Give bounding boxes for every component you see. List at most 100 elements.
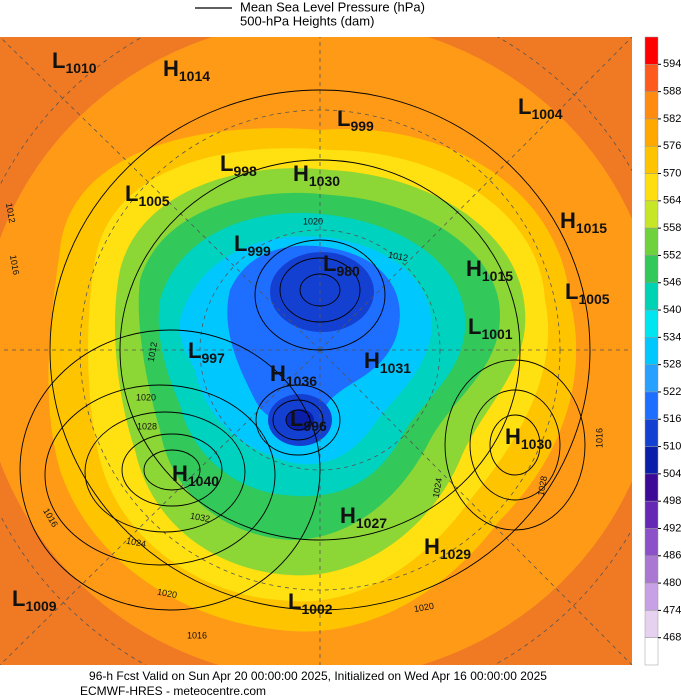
pressure-center: L1009 xyxy=(12,586,57,614)
center-value: 999 xyxy=(247,243,271,259)
center-type: L xyxy=(290,406,303,431)
footer-text: ECMWF-HRES - meteocentre.com xyxy=(80,684,266,698)
colorbar-label: 516 xyxy=(663,413,681,425)
colorbar-box xyxy=(644,91,659,120)
colorbar-label: 552 xyxy=(663,249,681,261)
colorbar-label: 540 xyxy=(663,304,681,316)
center-type: L xyxy=(12,586,25,611)
colorbar-box xyxy=(644,473,659,502)
colorbar-box xyxy=(644,419,659,447)
colorbar-label: 522 xyxy=(663,386,681,398)
colorbar-box xyxy=(644,446,659,475)
center-value: 1010 xyxy=(65,60,96,76)
center-value: 1015 xyxy=(482,268,513,284)
pressure-center: L1001 xyxy=(468,314,513,342)
center-type: L xyxy=(125,181,138,206)
center-type: L xyxy=(337,106,350,131)
colorbar: 594 588 582 576 570 564 558 552 546 540 534 528 522 5… xyxy=(644,36,681,666)
colorbar-box xyxy=(644,364,659,393)
center-value: 1036 xyxy=(286,373,317,389)
colorbar-box xyxy=(644,610,659,638)
contour-label: 1016 xyxy=(187,630,207,640)
colorbar-label: 480 xyxy=(663,577,681,589)
colorbar-label: 558 xyxy=(663,222,681,234)
pressure-center: H1030 xyxy=(505,424,552,452)
center-value: 1005 xyxy=(578,291,609,307)
colorbar-box xyxy=(644,255,659,283)
contour-label: 1032 xyxy=(189,511,210,524)
colorbar-box xyxy=(644,582,659,611)
colorbar-box xyxy=(644,528,659,557)
colorbar-label: 534 xyxy=(663,331,681,343)
colorbar-box xyxy=(644,555,659,584)
colorbar-box xyxy=(644,637,659,666)
colorbar-label: 582 xyxy=(663,113,681,125)
pressure-center: L1002 xyxy=(288,589,333,617)
center-type: L xyxy=(518,94,531,119)
pressure-center: H1027 xyxy=(340,503,387,531)
center-type: H xyxy=(172,461,188,486)
colorbar-label: 498 xyxy=(663,495,681,507)
center-type: H xyxy=(293,161,309,186)
legend-label: Mean Sea Level Pressure (hPa) xyxy=(240,0,425,14)
center-type: L xyxy=(323,251,336,276)
colorbar-label: 564 xyxy=(663,195,681,207)
contour-label: 1016 xyxy=(594,428,604,448)
center-value: 1030 xyxy=(521,436,552,452)
center-type: L xyxy=(52,48,65,73)
center-type: H xyxy=(424,534,440,559)
colorbar-label: 510 xyxy=(663,440,681,452)
pressure-center: L996 xyxy=(290,406,327,434)
center-value: 998 xyxy=(233,163,257,179)
colorbar-box xyxy=(644,337,659,365)
pressure-center: H1030 xyxy=(293,161,340,189)
pressure-center: L980 xyxy=(323,251,360,279)
colorbar-label: 570 xyxy=(663,167,681,179)
center-type: L xyxy=(468,314,481,339)
pressure-center: L1005 xyxy=(125,181,170,209)
colorbar-label: 588 xyxy=(663,86,681,98)
colorbar-box xyxy=(644,36,659,65)
pressure-center: H1029 xyxy=(424,534,471,562)
colorbar-label: 486 xyxy=(663,550,681,562)
colorbar-label: 576 xyxy=(663,140,681,152)
center-value: 1002 xyxy=(301,601,332,617)
center-value: 999 xyxy=(350,118,374,134)
pressure-center: L1005 xyxy=(565,279,610,307)
colorbar-box xyxy=(644,173,659,202)
colorbar-label: 594 xyxy=(663,58,681,70)
contour-label: 1012 xyxy=(146,341,159,362)
pressure-center: H1036 xyxy=(270,361,317,389)
contour-label: 1016 xyxy=(8,254,21,275)
contour-label: 1028 xyxy=(536,475,549,496)
pressure-center: L997 xyxy=(188,338,225,366)
colorbar-label: 546 xyxy=(663,277,681,289)
center-value: 996 xyxy=(303,418,327,434)
colorbar-label: 504 xyxy=(663,468,681,480)
center-value: 1040 xyxy=(188,473,219,489)
colorbar-box xyxy=(644,64,659,92)
contour-label: 1024 xyxy=(125,536,146,549)
center-type: L xyxy=(565,279,578,304)
pressure-center: H1015 xyxy=(560,208,607,236)
pressure-center: H1015 xyxy=(466,256,513,284)
center-value: 1015 xyxy=(576,220,607,236)
center-value: 1030 xyxy=(309,173,340,189)
contour-label: 1020 xyxy=(156,587,177,600)
colorbar-label: 468 xyxy=(663,632,681,644)
center-type: L xyxy=(234,231,247,256)
center-value: 1005 xyxy=(138,193,169,209)
footer-text: 96-h Fcst Valid on Sun Apr 20 00:00:00 2… xyxy=(89,669,547,683)
center-value: 1009 xyxy=(25,598,56,614)
center-type: L xyxy=(220,151,233,176)
contour-label: 1020 xyxy=(413,601,434,614)
colorbar-box xyxy=(644,309,659,338)
contour-label: 1028 xyxy=(137,421,157,431)
contour-label: 1024 xyxy=(431,477,444,498)
center-value: 1031 xyxy=(380,360,411,376)
pressure-center: L999 xyxy=(234,231,271,259)
pressure-center: H1040 xyxy=(172,461,219,489)
colorbar-box xyxy=(644,282,659,311)
